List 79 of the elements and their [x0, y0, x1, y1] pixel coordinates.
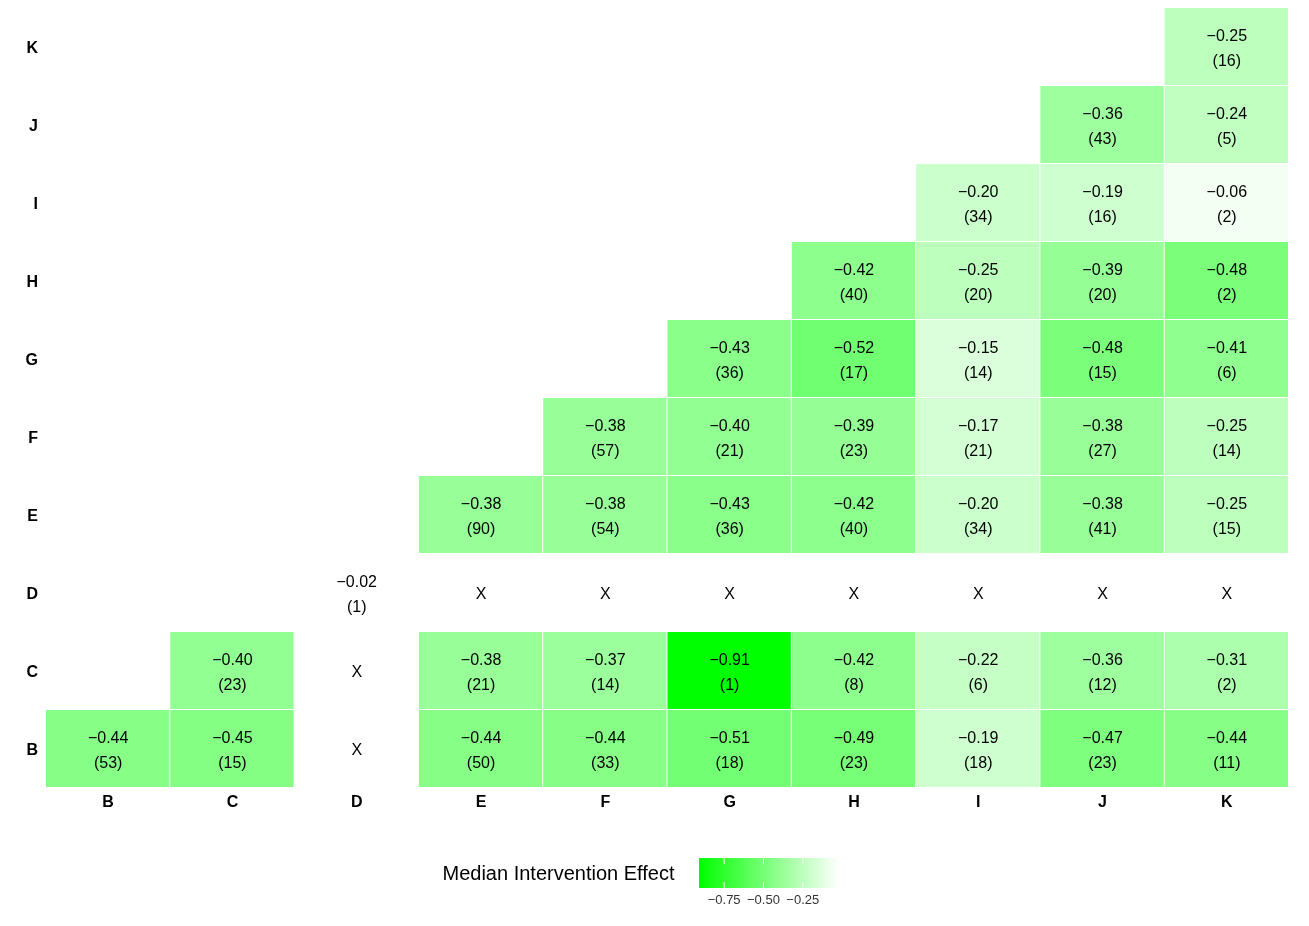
y-tick-label: E [27, 506, 39, 524]
data-label: −0.38 (27) [1082, 416, 1123, 458]
y-tick-label: I [33, 194, 38, 212]
text: X [351, 740, 363, 758]
data-label: −0.38 (21) [460, 650, 502, 692]
y-tick-label: K [26, 38, 39, 56]
y-tick-label: H [26, 272, 38, 290]
data-label: −0.02 (1) [336, 572, 378, 614]
data-label: −0.06 (2) [1206, 182, 1248, 224]
x-tick-label: I [976, 793, 981, 811]
x-tick-label: G [723, 793, 736, 811]
y-tick-label: J [29, 116, 38, 134]
x-tick-label: J [1098, 793, 1107, 811]
data-label: −0.91 (1) [709, 650, 750, 692]
data-label: −0.31 (2) [1206, 650, 1248, 692]
data-label: −0.39 (20) [1082, 260, 1123, 302]
y-tick-label: D [26, 584, 38, 602]
data-label: −0.38 (57) [585, 416, 626, 458]
data-label: −0.43 (36) [709, 338, 750, 380]
data-label: −0.47 (23) [1082, 728, 1123, 770]
text: X [600, 584, 611, 602]
data-label: −0.41 (6) [1206, 338, 1248, 380]
text: X [1221, 584, 1233, 602]
data-label: −0.17 (21) [958, 416, 999, 458]
x-tick-label: C [226, 793, 239, 811]
x-tick-label: H [848, 793, 860, 811]
data-label: −0.42 (40) [833, 260, 875, 302]
data-label: −0.44 (33) [585, 728, 626, 770]
color-bar-title: Median Intervention Effect [442, 862, 675, 885]
data-label: −0.38 (90) [460, 494, 502, 536]
text: X [972, 584, 984, 602]
data-label: −0.42 (8) [833, 650, 875, 692]
data-label: −0.44 (50) [460, 728, 502, 770]
data-label: −0.48 (2) [1206, 260, 1248, 302]
data-label: −0.38 (41) [1082, 494, 1123, 536]
data-label: −0.15 (14) [958, 338, 999, 380]
text: X [351, 662, 363, 680]
color-bar-label: −0.25 [785, 892, 819, 907]
data-label: −0.40 (23) [212, 650, 253, 692]
data-label: −0.49 (23) [833, 728, 875, 770]
data-label: −0.40 (21) [709, 416, 750, 458]
data-label: −0.25 (14) [1206, 416, 1248, 458]
y-tick-label: G [25, 350, 38, 368]
data-label: −0.19 (16) [1082, 182, 1123, 224]
data-label: −0.48 (15) [1082, 338, 1123, 380]
x-tick-label: F [600, 793, 611, 811]
data-label: −0.51 (18) [709, 728, 750, 770]
text: X [475, 584, 487, 602]
text: X [724, 584, 735, 602]
data-label: −0.19 (18) [958, 728, 999, 770]
data-label: −0.36 (12) [1082, 650, 1123, 692]
x-tick-label: D [350, 793, 363, 811]
data-label: −0.38 (54) [585, 494, 626, 536]
text: X [1097, 584, 1108, 602]
text: X [848, 584, 860, 602]
data-label: −0.25 (20) [958, 260, 999, 302]
data-label: −0.44 (11) [1206, 728, 1248, 770]
y-tick-label: F [28, 428, 39, 446]
data-label: −0.25 (15) [1206, 494, 1248, 536]
data-label: −0.20 (34) [958, 494, 999, 536]
data-label: −0.20 (34) [958, 182, 999, 224]
data-label: −0.39 (23) [833, 416, 875, 458]
data-label: −0.45 (15) [212, 728, 253, 770]
data-label: −0.43 (36) [709, 494, 750, 536]
data-label: −0.24 (5) [1206, 104, 1248, 146]
data-label: −0.22 (6) [958, 650, 999, 692]
x-tick-label: K [1221, 793, 1234, 811]
x-tick-label: B [102, 793, 114, 811]
color-bar-label: −0.75 [707, 892, 741, 907]
x-tick-label: E [475, 793, 487, 811]
y-tick-label: C [26, 662, 39, 680]
data-label: −0.42 (40) [833, 494, 875, 536]
data-label: −0.25 (16) [1206, 26, 1248, 68]
data-label: −0.36 (43) [1082, 104, 1123, 146]
data-label: −0.52 (17) [833, 338, 875, 380]
color-bar-label: −0.50 [746, 892, 780, 907]
data-label: −0.37 (14) [585, 650, 626, 692]
data-label: −0.44 (53) [87, 728, 129, 770]
y-tick-label: B [26, 740, 38, 758]
